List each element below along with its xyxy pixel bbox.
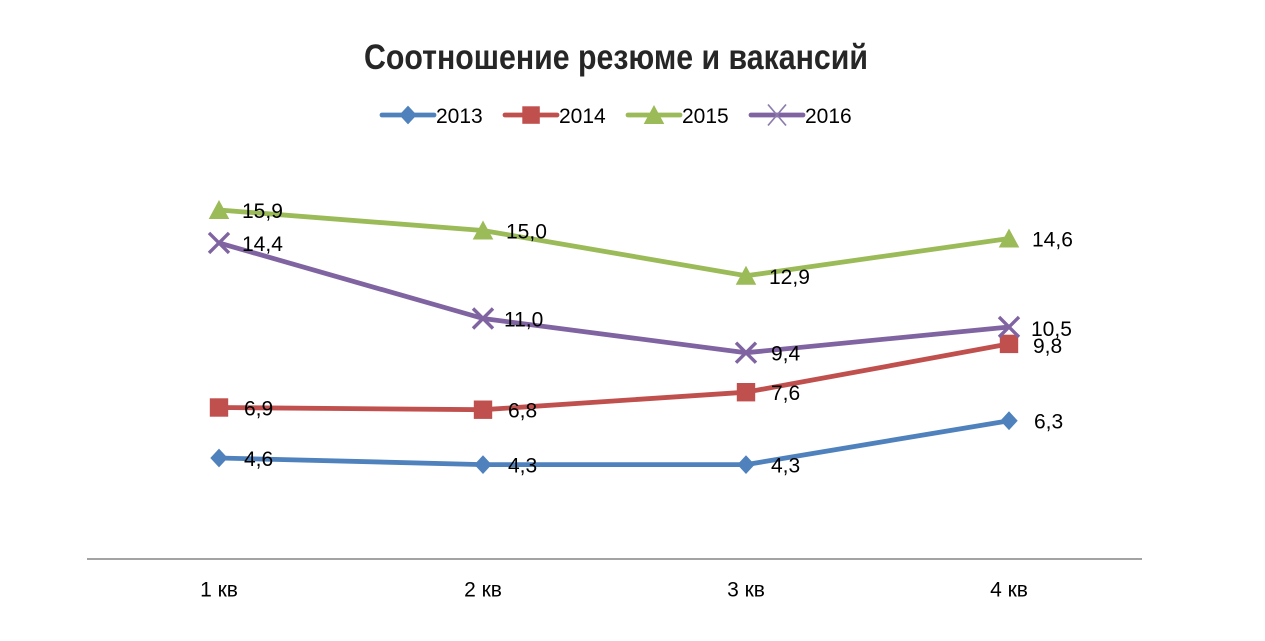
svg-text:9,8: 9,8	[1033, 335, 1062, 358]
svg-text:1 кв: 1 кв	[200, 579, 238, 602]
svg-text:2013: 2013	[436, 105, 483, 128]
svg-text:15,0: 15,0	[506, 221, 547, 244]
svg-text:Соотношение резюме и вакансий: Соотношение резюме и вакансий	[364, 38, 868, 77]
svg-text:2015: 2015	[682, 105, 729, 128]
svg-text:4,3: 4,3	[771, 455, 800, 478]
svg-text:6,3: 6,3	[1034, 411, 1063, 434]
svg-text:15,9: 15,9	[242, 200, 283, 223]
svg-text:4,3: 4,3	[508, 455, 537, 478]
svg-text:3 кв: 3 кв	[727, 579, 765, 602]
svg-text:4 кв: 4 кв	[990, 579, 1028, 602]
svg-text:12,9: 12,9	[769, 266, 810, 289]
svg-text:4,6: 4,6	[244, 448, 273, 471]
svg-text:14,4: 14,4	[242, 233, 283, 256]
svg-text:14,6: 14,6	[1032, 229, 1073, 252]
svg-text:2014: 2014	[559, 105, 606, 128]
svg-text:6,9: 6,9	[244, 398, 273, 421]
svg-text:6,8: 6,8	[508, 400, 537, 423]
svg-text:11,0: 11,0	[504, 309, 543, 332]
svg-text:9,4: 9,4	[771, 343, 801, 366]
svg-text:10,5: 10,5	[1031, 318, 1072, 341]
svg-text:7,6: 7,6	[771, 382, 800, 405]
svg-text:2 кв: 2 кв	[464, 579, 502, 602]
svg-text:2016: 2016	[805, 105, 852, 128]
